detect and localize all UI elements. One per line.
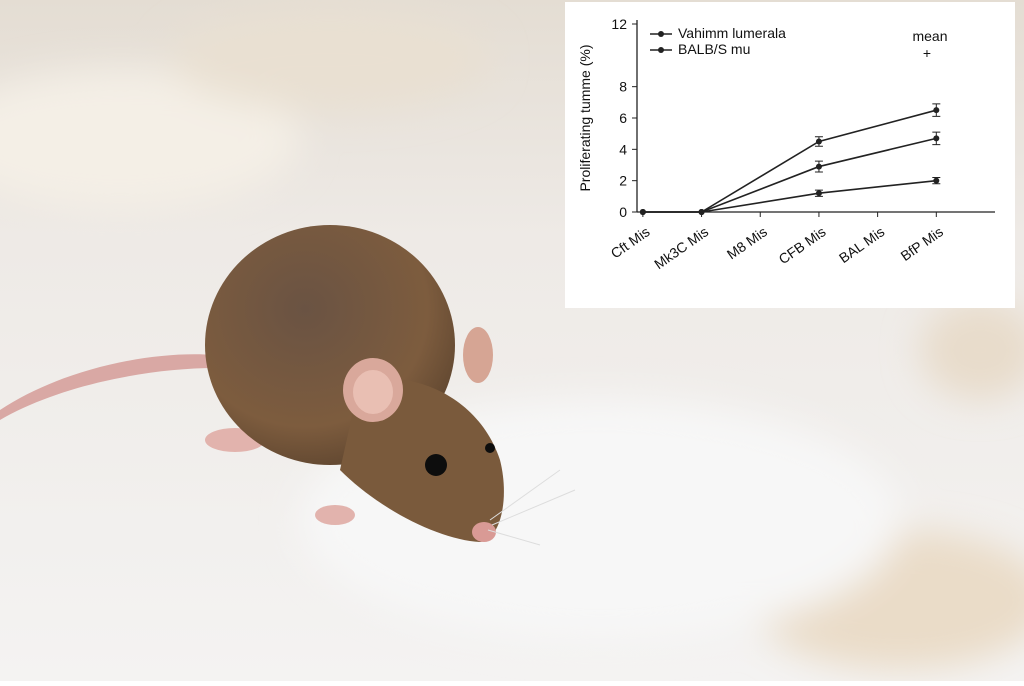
- y-tick-label: 8: [619, 79, 627, 95]
- error-bar: [932, 103, 941, 117]
- error-bar: [932, 177, 941, 185]
- y-tick-label: 12: [611, 16, 627, 32]
- y-axis-label: Proliferating tumme (%): [577, 44, 593, 191]
- annotation: +: [923, 45, 931, 61]
- series-line: [642, 179, 937, 213]
- legend-label: BALB/S mu: [678, 41, 750, 57]
- y-tick-label: 2: [619, 173, 627, 189]
- legend-label: Vahimm lumerala: [678, 25, 786, 41]
- legend-marker: [658, 47, 664, 53]
- error-bar: [814, 136, 823, 147]
- legend-marker: [658, 31, 664, 37]
- error-bar: [814, 189, 823, 197]
- y-tick-label: 0: [619, 204, 627, 220]
- y-tick-label: 6: [619, 110, 627, 126]
- chart-panel: [565, 2, 1015, 308]
- error-bar: [814, 160, 823, 173]
- error-bar: [932, 131, 941, 146]
- y-tick-label: 4: [619, 141, 627, 157]
- annotation: mean: [912, 28, 947, 44]
- mouse: [0, 225, 576, 546]
